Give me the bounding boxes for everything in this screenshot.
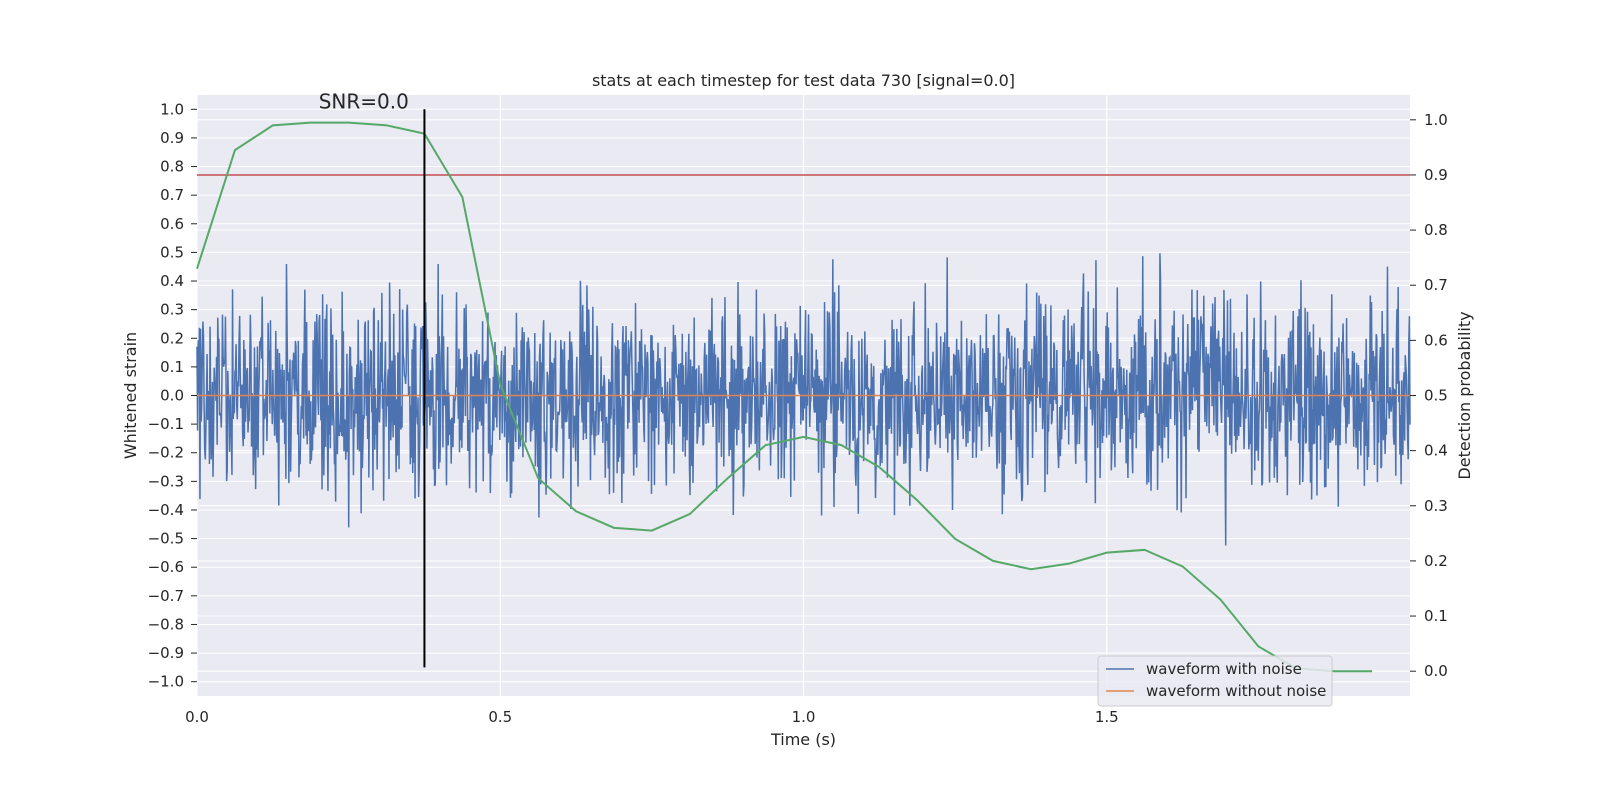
y-tick-label: 0.1 <box>160 358 184 376</box>
y-axis-label: Whitened strain <box>121 332 140 459</box>
legend-label-clean: waveform without noise <box>1146 682 1326 700</box>
y2-tick-label: 0.4 <box>1424 442 1448 460</box>
y-tick-label: 0.7 <box>160 186 184 204</box>
x-tick-label: 1.5 <box>1095 708 1119 726</box>
series-layer <box>196 109 1411 673</box>
y-tick-label: 1.0 <box>160 100 184 118</box>
y2-tick-label: 0.7 <box>1424 276 1448 294</box>
y2-tick-label: 0.1 <box>1424 607 1448 625</box>
series-detection-probability <box>196 121 1373 673</box>
legend-box <box>1097 655 1333 707</box>
x-tick-label: 1.0 <box>792 708 816 726</box>
axes: 1.0 0.9 0.8 0.7 0.6 0.5 0.4 0.3 0.2 0.1 0.0 −0.1 −0.… <box>148 100 1448 726</box>
y-tick-label: 0.2 <box>160 329 184 347</box>
y-tick-label: 0.6 <box>160 215 184 233</box>
y-tick-label: −0.4 <box>148 501 184 519</box>
y-tick-label: −0.1 <box>148 415 184 433</box>
y-tick-label: −0.5 <box>148 530 184 548</box>
x-axis-label: Time (s) <box>770 730 836 749</box>
y-tick-label: −0.2 <box>148 444 184 462</box>
y-tick-label: 0.0 <box>160 387 184 405</box>
y-tick-label: −0.9 <box>148 644 184 662</box>
y-tick-label: −1.0 <box>148 673 184 691</box>
snr-annotation: SNR=0.0 <box>319 89 409 113</box>
y-tick-label: 0.5 <box>160 243 184 261</box>
x-tick-label: 0.0 <box>185 708 209 726</box>
y-tick-label: −0.3 <box>148 472 184 490</box>
y2-axis-label: Detection probability <box>1455 311 1474 479</box>
y-tick-label: −0.7 <box>148 587 184 605</box>
y2-tick-label: 0.3 <box>1424 497 1448 515</box>
y-tick-label: −0.6 <box>148 558 184 576</box>
y2-tick-label: 0.6 <box>1424 331 1448 349</box>
x-tick-label: 0.5 <box>488 708 512 726</box>
y2-tick-label: 1.0 <box>1424 111 1448 129</box>
y2-tick-label: 0.8 <box>1424 221 1448 239</box>
y-tick-label: −0.8 <box>148 615 184 633</box>
legend: waveform with noise waveform without noi… <box>1097 655 1333 707</box>
y2-tick-label: 0.5 <box>1424 387 1448 405</box>
y2-tick-label: 0.9 <box>1424 166 1448 184</box>
y2-tick-label: 0.0 <box>1424 662 1448 680</box>
series-waveform-with-noise <box>196 253 1411 546</box>
chart-title: stats at each timestep for test data 730… <box>592 71 1015 90</box>
legend-label-noisy: waveform with noise <box>1146 660 1302 678</box>
y-tick-label: 0.3 <box>160 301 184 319</box>
y-tick-label: 0.4 <box>160 272 184 290</box>
y2-tick-label: 0.2 <box>1424 552 1448 570</box>
y-tick-label: 0.9 <box>160 129 184 147</box>
y-tick-label: 0.8 <box>160 158 184 176</box>
